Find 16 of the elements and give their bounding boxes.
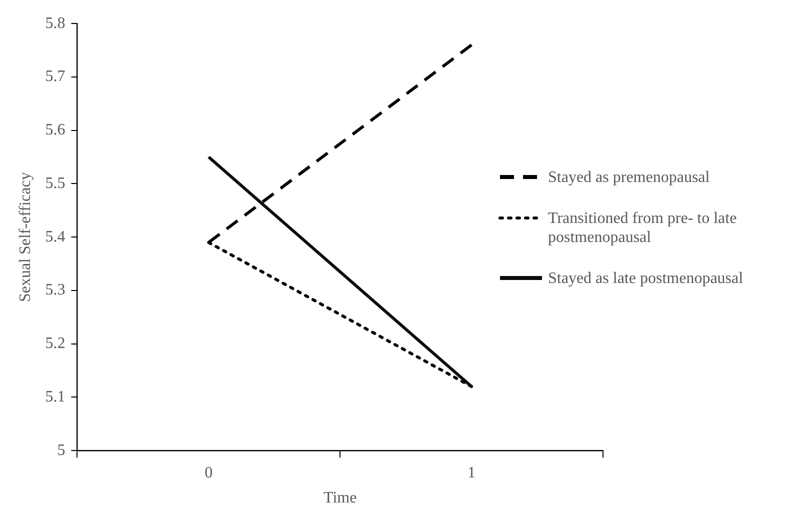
- legend-label: Stayed as premenopausal: [548, 168, 711, 187]
- legend-label: Transitioned from pre- to late postmenopausal: [548, 209, 738, 247]
- y-tick-label: 5.1: [45, 388, 66, 406]
- y-tick-label: 5.7: [45, 68, 66, 86]
- y-tick-label: 5.6: [45, 122, 66, 139]
- y-tick-label: 5.8: [45, 14, 66, 32]
- x-tick-label: 1: [468, 464, 476, 482]
- y-axis-title: Sexual Self-efficacy: [16, 172, 34, 302]
- x-axis-title: Time: [324, 490, 357, 507]
- y-tick-label: 5.2: [45, 335, 66, 352]
- legend-label: Stayed as late postmenopausal: [548, 269, 744, 288]
- x-tick-label: 0: [204, 464, 213, 482]
- y-tick-label: 5.5: [45, 174, 66, 192]
- y-tick-label: 5.4: [45, 228, 66, 246]
- y-tick-label: 5: [57, 442, 66, 459]
- y-tick-label: 5.3: [45, 282, 66, 299]
